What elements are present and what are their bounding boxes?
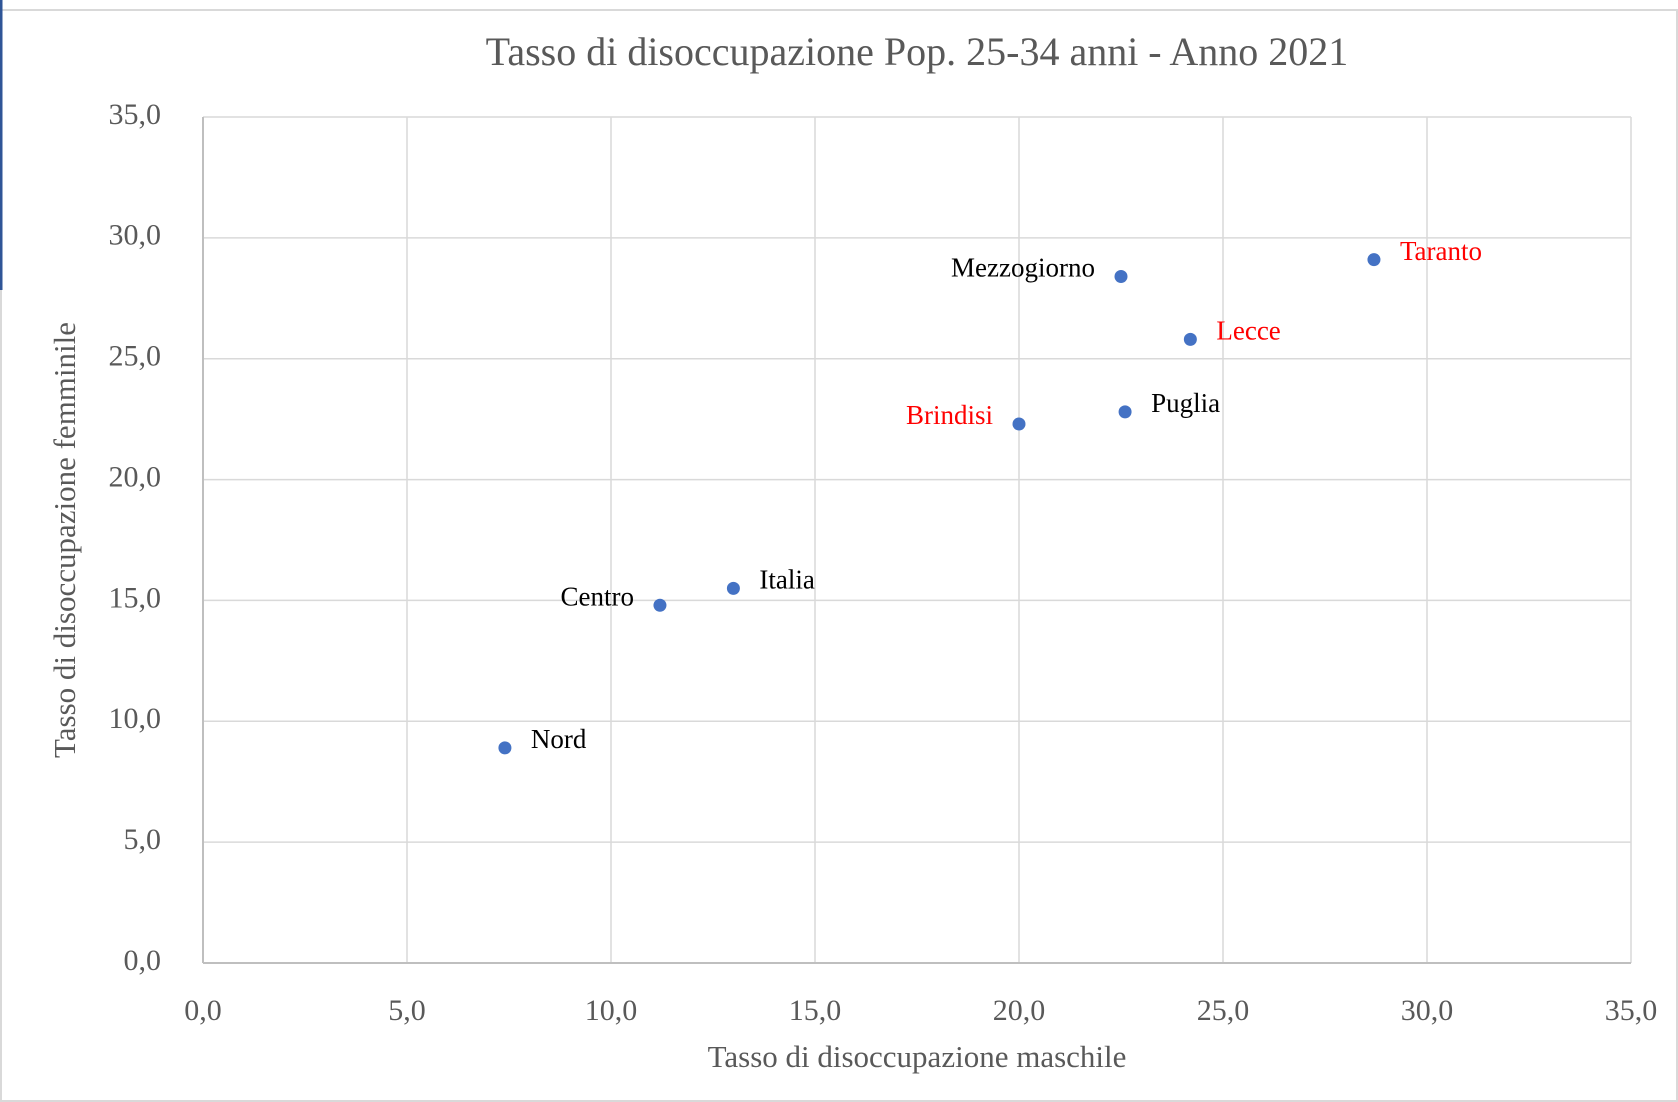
x-tick-label: 0,0 [184, 994, 222, 1027]
x-tick-label: 5,0 [388, 994, 426, 1027]
point-label: Taranto [1400, 236, 1482, 266]
chart-frame [0, 9, 1678, 1102]
y-axis-title: Tasso di disoccupazione femminile [47, 322, 82, 758]
x-tick-label: 25,0 [1197, 994, 1250, 1027]
x-tick-label: 15,0 [789, 994, 842, 1027]
point [653, 598, 667, 612]
y-tick-label: 5,0 [124, 823, 162, 856]
x-tick-label: 35,0 [1605, 994, 1658, 1027]
y-tick-label: 30,0 [109, 219, 162, 252]
point-label: Nord [531, 724, 587, 754]
y-tick-label: 15,0 [109, 581, 162, 614]
point-label: Mezzogiorno [951, 253, 1095, 283]
x-tick-label: 30,0 [1401, 994, 1454, 1027]
point [1114, 270, 1128, 284]
point [1118, 405, 1132, 419]
y-tick-label: 10,0 [109, 702, 162, 735]
chart-title: Tasso di disoccupazione Pop. 25-34 anni … [486, 29, 1349, 74]
point [726, 581, 740, 595]
point-label: Brindisi [906, 400, 993, 430]
point [1367, 253, 1381, 267]
y-tick-label: 20,0 [109, 460, 162, 493]
y-tick-label: 25,0 [109, 340, 162, 373]
point-label: Italia [759, 565, 814, 595]
point-label: Centro [560, 581, 634, 611]
x-axis-title: Tasso di disoccupazione maschile [708, 1039, 1127, 1074]
point-label: Puglia [1151, 388, 1220, 418]
point-label: Lecce [1216, 316, 1280, 346]
y-tick-label: 35,0 [109, 98, 162, 131]
x-tick-label: 10,0 [585, 994, 638, 1027]
y-tick-label: 0,0 [124, 944, 162, 977]
point [1183, 332, 1197, 346]
point [1012, 417, 1026, 431]
point [498, 741, 512, 755]
x-tick-label: 20,0 [993, 994, 1046, 1027]
